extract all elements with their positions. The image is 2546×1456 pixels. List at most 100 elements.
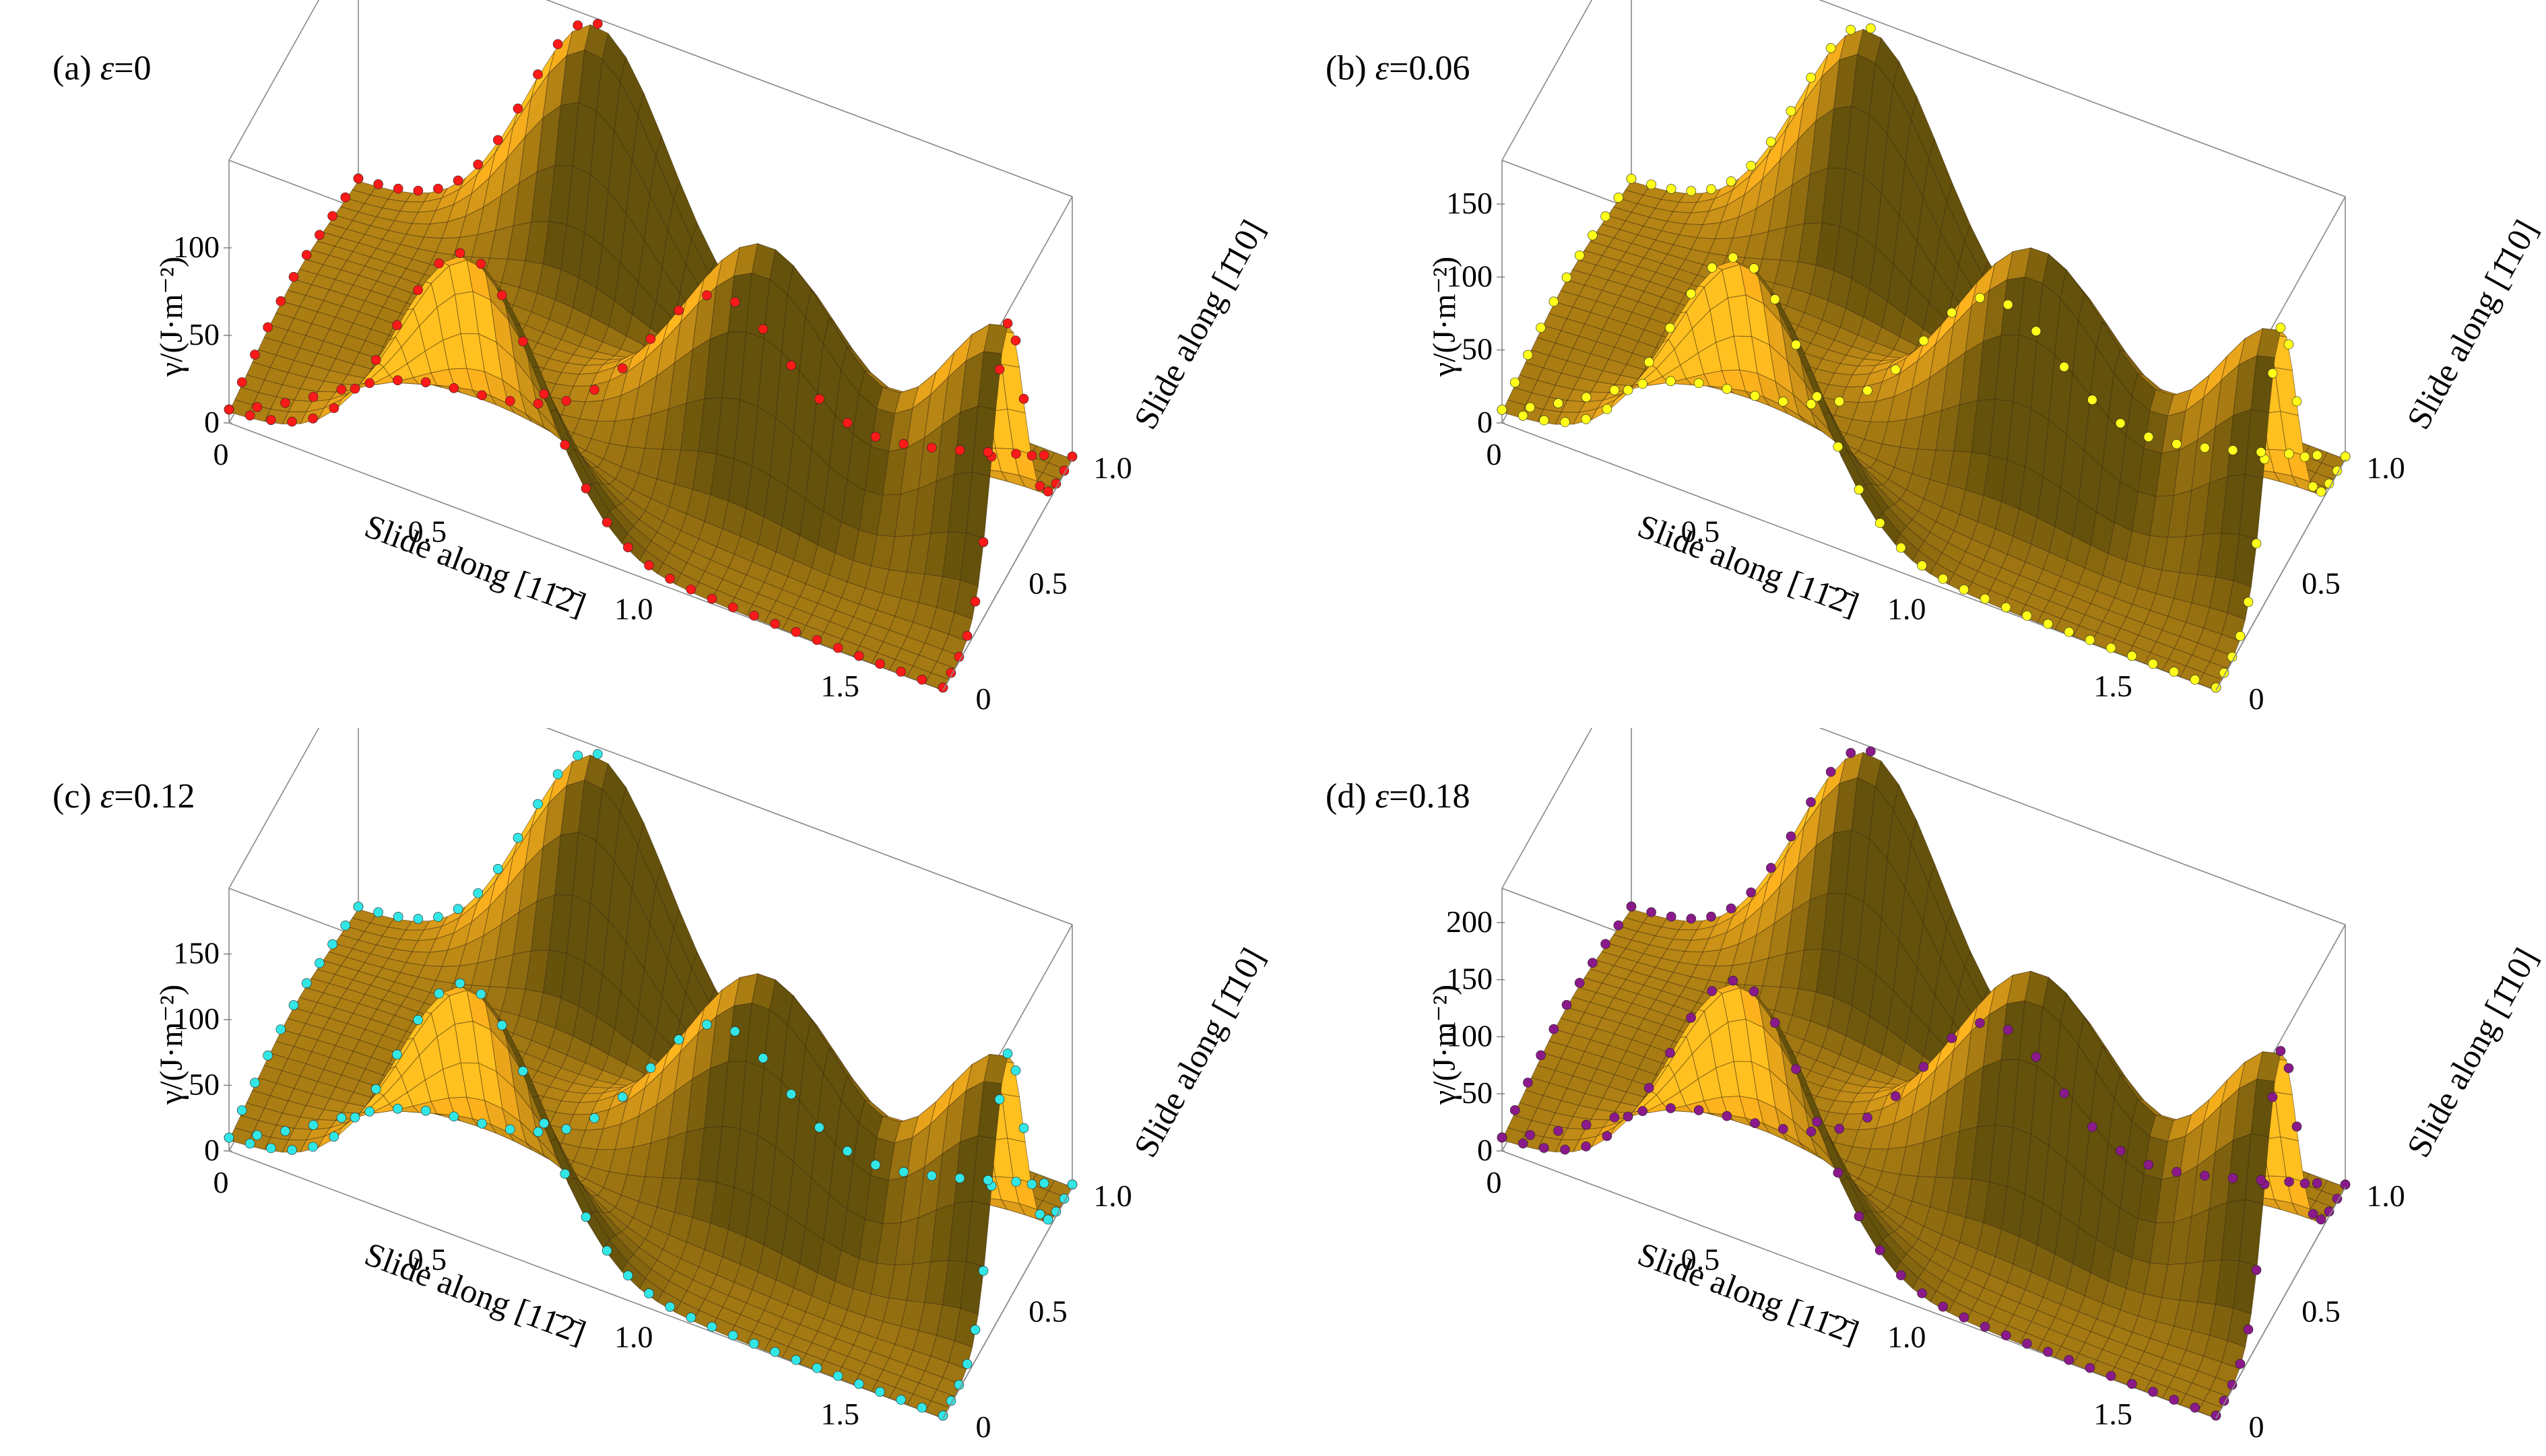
path-marker bbox=[791, 1355, 802, 1365]
path-marker bbox=[301, 250, 312, 260]
path-marker bbox=[1643, 357, 1654, 368]
path-marker bbox=[749, 1338, 759, 1349]
path-marker bbox=[433, 183, 443, 194]
path-marker bbox=[1866, 23, 1876, 34]
path-marker bbox=[434, 988, 445, 999]
z-tick-label: 50 bbox=[1462, 1076, 1493, 1110]
path-marker bbox=[2031, 1052, 2042, 1062]
path-marker bbox=[350, 383, 360, 394]
box-edge bbox=[1501, 422, 2217, 691]
path-marker bbox=[473, 888, 483, 898]
axis-ticks: 0 0.5 1.0 1.5 0 0.5 1.0 0 50 100 150 bbox=[1446, 186, 2405, 716]
path-marker bbox=[978, 1265, 989, 1276]
path-marker bbox=[2312, 450, 2322, 461]
path-marker bbox=[1600, 211, 1610, 222]
path-marker bbox=[1890, 1091, 1901, 1102]
path-marker bbox=[2200, 442, 2210, 453]
path-marker bbox=[770, 1347, 780, 1357]
path-marker bbox=[533, 69, 543, 79]
path-marker bbox=[1896, 542, 1906, 553]
path-marker bbox=[224, 1132, 234, 1143]
path-marker bbox=[244, 1138, 255, 1149]
y-tick-label: 0 bbox=[976, 1410, 991, 1444]
path-marker bbox=[727, 1330, 738, 1341]
path-marker bbox=[1525, 1130, 1536, 1140]
path-marker bbox=[1693, 378, 1704, 389]
path-marker bbox=[560, 1168, 570, 1179]
path-marker bbox=[573, 20, 583, 30]
path-marker bbox=[686, 1312, 696, 1323]
path-marker bbox=[601, 517, 612, 527]
y-tick-label: 1.0 bbox=[2366, 1179, 2405, 1213]
path-marker bbox=[1011, 449, 1021, 459]
path-marker bbox=[336, 1113, 347, 1123]
path-marker bbox=[560, 440, 570, 450]
box-edge bbox=[228, 422, 944, 691]
path-marker bbox=[2227, 652, 2238, 662]
path-marker bbox=[1548, 296, 1559, 307]
path-marker bbox=[702, 1020, 712, 1030]
path-marker bbox=[1581, 1141, 1592, 1152]
strain-value: =0.18 bbox=[1389, 777, 1470, 816]
path-marker bbox=[1975, 292, 1985, 303]
box-edge bbox=[228, 1150, 944, 1419]
path-marker bbox=[2000, 1330, 2011, 1341]
path-marker bbox=[263, 322, 273, 333]
path-marker bbox=[329, 1131, 339, 1141]
path-marker bbox=[449, 1111, 459, 1122]
path-marker bbox=[477, 1118, 487, 1129]
path-marker bbox=[1833, 1168, 1843, 1178]
z-axis-title: γ/(J·m⁻²) bbox=[154, 257, 189, 377]
x-tick-label: 1.5 bbox=[820, 669, 859, 703]
path-marker bbox=[842, 1146, 853, 1156]
path-marker bbox=[2115, 418, 2126, 428]
path-marker bbox=[288, 271, 299, 282]
path-marker bbox=[917, 1402, 927, 1413]
path-marker bbox=[2340, 1179, 2351, 1190]
path-marker bbox=[702, 290, 712, 300]
path-marker bbox=[1588, 230, 1598, 240]
path-marker bbox=[954, 1173, 965, 1183]
path-marker bbox=[707, 593, 717, 604]
box-edge bbox=[1501, 1150, 2217, 1419]
path-marker bbox=[327, 211, 337, 222]
path-marker bbox=[770, 619, 780, 629]
path-marker bbox=[962, 1359, 973, 1369]
path-marker bbox=[252, 1130, 263, 1140]
path-marker bbox=[552, 39, 563, 49]
strain-symbol: ε bbox=[1375, 777, 1390, 816]
path-marker bbox=[1806, 399, 1817, 409]
path-marker bbox=[1497, 405, 1507, 415]
path-marker bbox=[1051, 1206, 1062, 1217]
path-marker bbox=[2324, 478, 2335, 489]
path-marker bbox=[946, 1395, 956, 1406]
path-marker bbox=[2043, 619, 2053, 629]
path-marker bbox=[954, 651, 965, 662]
panel-a: 0 0.5 1.0 1.5 0 0.5 1.0 0 50 100 Slide along [11̄2… bbox=[53, 0, 1272, 716]
path-marker bbox=[1959, 1312, 1969, 1323]
path-marker bbox=[1749, 263, 1759, 273]
path-marker bbox=[392, 1049, 402, 1060]
path-marker bbox=[1035, 481, 1045, 491]
box-edge bbox=[546, 728, 1073, 925]
path-marker bbox=[370, 355, 381, 365]
x-tick-label: 0.5 bbox=[1681, 1243, 1720, 1277]
y-tick-label: 0 bbox=[2249, 682, 2264, 716]
path-marker bbox=[340, 920, 351, 931]
y-tick-label: 0 bbox=[2249, 1410, 2264, 1444]
path-marker bbox=[644, 1288, 654, 1298]
path-marker bbox=[518, 1066, 528, 1076]
path-marker bbox=[1643, 1083, 1654, 1093]
path-marker bbox=[581, 1212, 591, 1222]
path-marker bbox=[2251, 1265, 2262, 1276]
panel-letter: (d) bbox=[1326, 777, 1375, 816]
path-marker bbox=[2059, 362, 2069, 372]
path-marker bbox=[2087, 1122, 2097, 1132]
path-marker bbox=[954, 445, 965, 455]
path-markers bbox=[224, 749, 1078, 1421]
path-marker bbox=[1026, 1179, 1037, 1189]
path-marker bbox=[1602, 1131, 1612, 1141]
path-marker bbox=[1665, 1048, 1675, 1058]
path-marker bbox=[1791, 339, 1801, 350]
